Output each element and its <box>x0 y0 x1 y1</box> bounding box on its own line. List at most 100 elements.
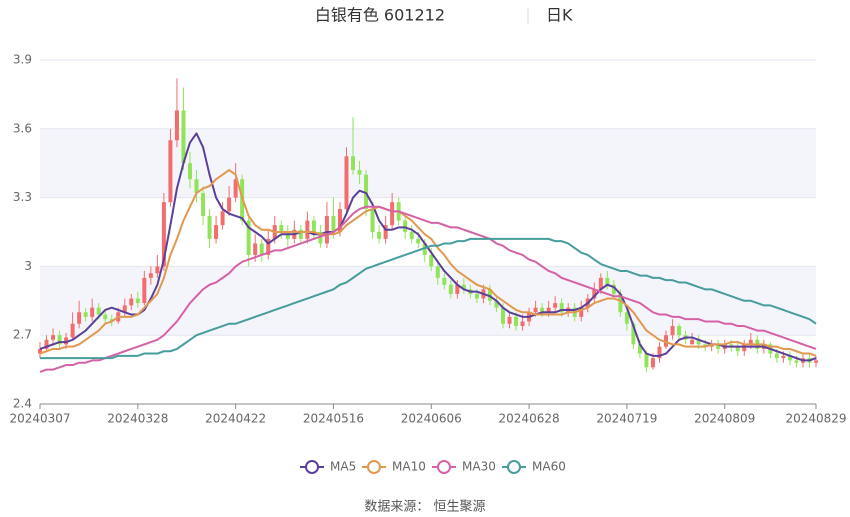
candle-body <box>403 220 408 232</box>
candle-body <box>77 312 82 324</box>
candle-body <box>429 254 434 267</box>
split-area <box>40 128 816 198</box>
x-tick-label: 20240829 <box>785 412 846 426</box>
y-tick-label: 2.4 <box>13 397 32 411</box>
candle-body <box>168 140 173 203</box>
legend-marker <box>305 460 319 474</box>
candle-body <box>246 220 251 255</box>
legend-marker <box>437 460 451 474</box>
legend-label: MA60 <box>532 460 566 474</box>
candle-body <box>194 179 199 194</box>
candle-body <box>435 266 440 278</box>
candle-body <box>416 238 421 244</box>
candle-body <box>227 197 232 212</box>
candle-body <box>142 277 147 304</box>
candle-body <box>57 335 62 345</box>
candle-body <box>461 284 466 290</box>
candle-body <box>64 337 69 345</box>
candle-body <box>220 211 225 226</box>
candle-body <box>422 243 427 255</box>
y-tick-label: 3.3 <box>13 190 32 204</box>
candle-body <box>83 312 88 317</box>
x-tick-label: 20240328 <box>107 412 168 426</box>
candle-body <box>696 339 701 345</box>
candle-body <box>794 360 799 363</box>
candle-body <box>442 277 447 285</box>
candle-body <box>337 209 342 232</box>
candle-body <box>90 307 95 317</box>
candle-body <box>670 326 675 336</box>
candle-body <box>148 273 153 278</box>
candle-body <box>311 220 316 232</box>
candle-body <box>364 174 369 210</box>
x-tick-label: 20240516 <box>303 412 364 426</box>
x-tick-label: 20240422 <box>205 412 266 426</box>
candle-body <box>533 307 538 313</box>
x-tick-label: 20240809 <box>694 412 755 426</box>
candle-body <box>70 323 75 338</box>
x-tick-label: 20240307 <box>9 412 70 426</box>
candle-body <box>592 289 597 299</box>
candle-body <box>187 163 192 180</box>
y-tick-label: 3.9 <box>13 53 32 67</box>
candle-body <box>598 277 603 290</box>
candle-body <box>611 284 616 294</box>
x-tick-label: 20240606 <box>401 412 462 426</box>
candle-body <box>331 215 336 232</box>
candle-body <box>624 312 629 324</box>
legend-label: MA30 <box>462 460 496 474</box>
candle-body <box>357 170 362 175</box>
candle-body <box>122 305 127 313</box>
candle-body <box>377 232 382 239</box>
candle-body <box>618 293 623 313</box>
ma-line <box>39 169 817 357</box>
candle-body <box>174 110 179 141</box>
candle-body <box>650 358 655 368</box>
candle-body <box>155 266 160 274</box>
candle-body <box>520 321 525 327</box>
candle-body <box>96 307 101 315</box>
candle-body <box>207 215 212 239</box>
candle-body <box>455 284 460 294</box>
candle-body <box>514 316 519 327</box>
candle-body <box>279 225 284 232</box>
candle-body <box>559 303 564 313</box>
candle-body <box>748 339 753 345</box>
candle-body <box>233 179 238 198</box>
candle-body <box>266 238 271 255</box>
candle-body <box>351 156 356 171</box>
candle-body <box>644 353 649 368</box>
candle-body <box>448 284 453 294</box>
candle-body <box>637 344 642 354</box>
candle-body <box>729 344 734 347</box>
candle-body <box>500 307 505 324</box>
candle-body <box>285 232 290 239</box>
candle-body <box>44 339 49 349</box>
candle-body <box>774 353 779 359</box>
candle-body <box>814 360 818 363</box>
source-note: 数据来源： 恒生聚源 <box>364 500 485 515</box>
candle-body <box>540 307 545 313</box>
ma-line <box>40 237 817 360</box>
candle-body <box>781 355 786 359</box>
candle-body <box>383 225 388 239</box>
ma-line <box>39 132 817 362</box>
candle-body <box>214 225 219 239</box>
candle-body <box>370 209 375 232</box>
legend-label: MA5 <box>330 460 356 474</box>
candle-body <box>161 202 166 267</box>
x-tick-label: 20240719 <box>596 412 657 426</box>
candle-body <box>318 232 323 244</box>
candle-body <box>716 344 721 349</box>
candle-body <box>657 346 662 359</box>
candle-body <box>546 307 551 313</box>
candle-body <box>390 202 395 226</box>
candle-body <box>553 303 558 308</box>
candle-body <box>507 316 512 324</box>
candle-body <box>631 323 636 345</box>
candle-body <box>474 293 479 299</box>
candle-body <box>38 348 42 354</box>
y-tick-label: 3 <box>24 259 32 273</box>
candle-body <box>703 344 708 347</box>
